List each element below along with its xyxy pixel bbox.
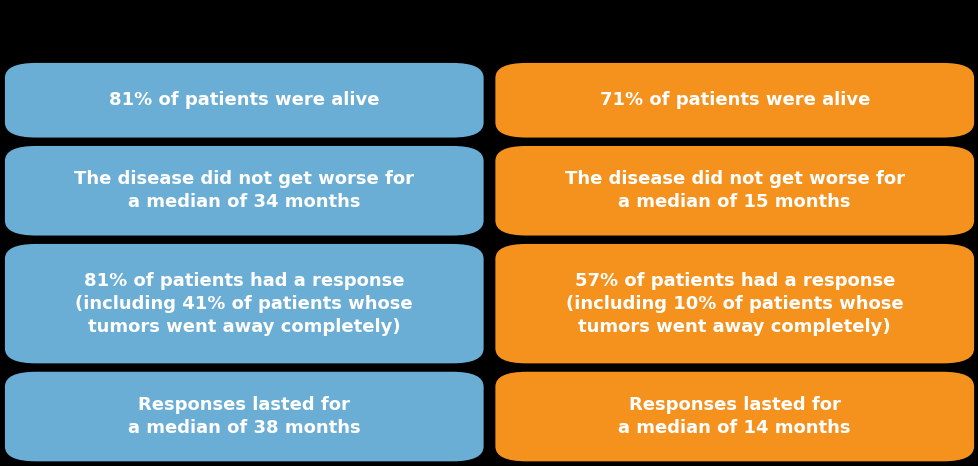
- Text: 57% of patients had a response
(including 10% of patients whose
tumors went away: 57% of patients had a response (includin…: [565, 272, 903, 336]
- Text: 71% of patients were alive: 71% of patients were alive: [599, 91, 869, 109]
- FancyBboxPatch shape: [5, 63, 483, 137]
- FancyBboxPatch shape: [5, 372, 483, 461]
- FancyBboxPatch shape: [495, 244, 973, 363]
- Text: The disease did not get worse for
a median of 15 months: The disease did not get worse for a medi…: [564, 170, 904, 211]
- FancyBboxPatch shape: [495, 372, 973, 461]
- Text: 81% of patients had a response
(including 41% of patients whose
tumors went away: 81% of patients had a response (includin…: [75, 272, 413, 336]
- FancyBboxPatch shape: [5, 146, 483, 235]
- Text: Responses lasted for
a median of 14 months: Responses lasted for a median of 14 mont…: [618, 396, 850, 437]
- FancyBboxPatch shape: [495, 146, 973, 235]
- Text: The disease did not get worse for
a median of 34 months: The disease did not get worse for a medi…: [74, 170, 414, 211]
- Text: 81% of patients were alive: 81% of patients were alive: [109, 91, 379, 109]
- FancyBboxPatch shape: [5, 244, 483, 363]
- Text: Responses lasted for
a median of 38 months: Responses lasted for a median of 38 mont…: [128, 396, 360, 437]
- FancyBboxPatch shape: [495, 63, 973, 137]
